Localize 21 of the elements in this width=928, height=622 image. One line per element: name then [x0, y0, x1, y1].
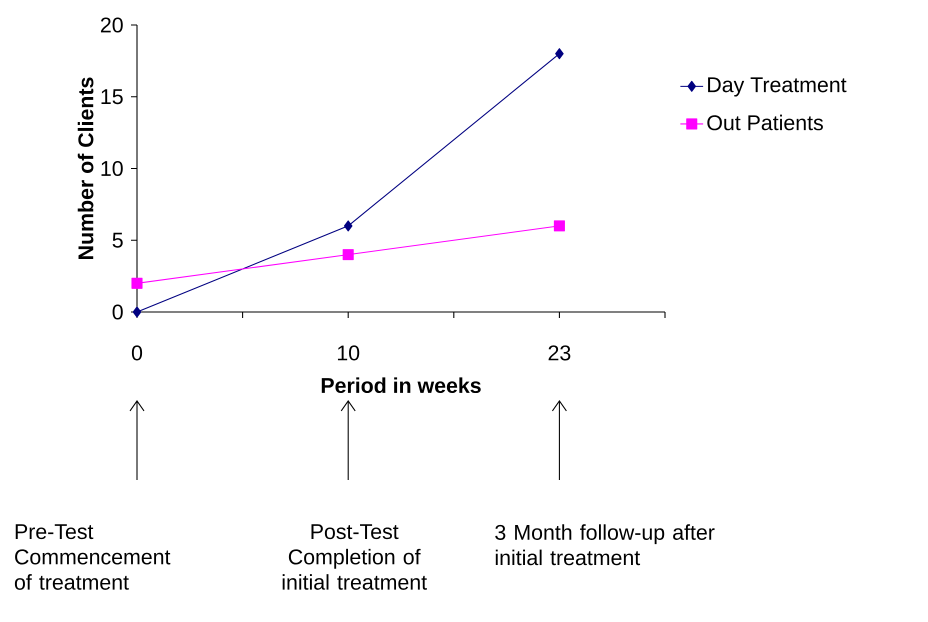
- point: [555, 48, 564, 60]
- text: Post-Test Completion of initial treatment: [282, 524, 427, 590]
- point: [554, 220, 565, 232]
- y-tick-label: 0: [112, 304, 123, 320]
- y-tick-label: 15: [102, 89, 123, 104]
- point: [344, 220, 352, 232]
- x-tick-label: 23: [548, 345, 570, 360]
- point: [132, 306, 142, 318]
- x-axis-title: Period in weeks: [322, 377, 481, 394]
- x-tick-label: 10: [338, 345, 360, 360]
- point: [131, 278, 143, 289]
- text: 3 Month follow-up after initial treatment: [495, 524, 715, 566]
- legend-label: Day Treatment: [708, 77, 846, 97]
- y-tick-label: 10: [102, 160, 123, 176]
- legend-label: Out Patients: [707, 114, 823, 130]
- y-axis-title: Number of Clients: [78, 78, 94, 259]
- y-tick-label: 20: [100, 17, 123, 33]
- y-tick-label: 5: [112, 232, 123, 248]
- x-tick-label: 0: [132, 345, 142, 360]
- point: [342, 249, 354, 260]
- text: Pre-Test Commencement of treatment: [14, 524, 170, 590]
